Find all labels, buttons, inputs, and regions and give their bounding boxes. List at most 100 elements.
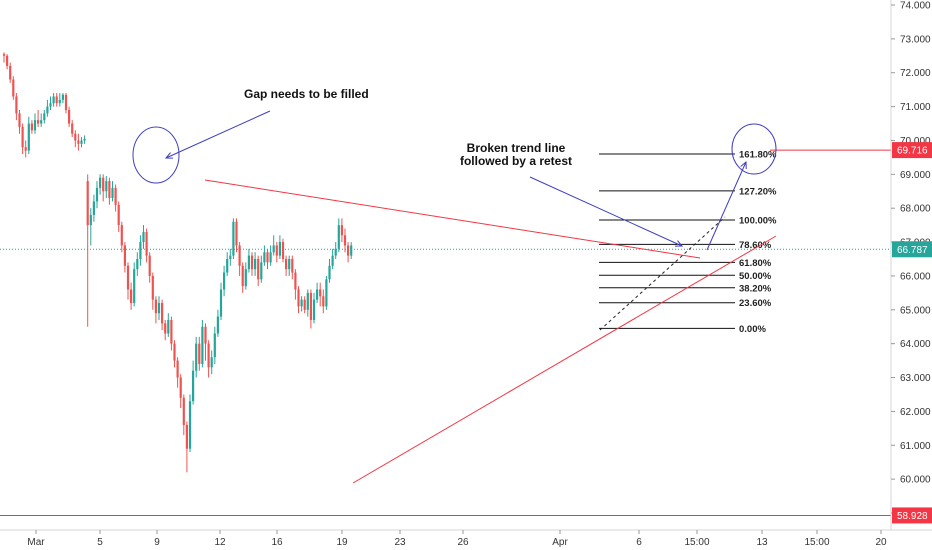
- candle-body: [170, 319, 173, 344]
- candle-body: [343, 235, 347, 246]
- candle-body: [210, 357, 213, 368]
- candle-body: [340, 225, 343, 236]
- gap-arrow-head: [164, 152, 174, 159]
- candle-body: [173, 343, 176, 361]
- candle-body: [182, 397, 185, 425]
- y-tick-label: 60.000: [900, 475, 931, 486]
- candle-body: [157, 303, 161, 314]
- candle-body: [111, 187, 114, 199]
- candle-body: [61, 94, 64, 100]
- candle-body: [316, 289, 319, 300]
- candle-body: [322, 296, 325, 307]
- candle-body: [24, 147, 27, 151]
- candle-body: [325, 279, 328, 307]
- candle-body: [130, 289, 133, 304]
- y-tick-label: 69.000: [900, 170, 931, 181]
- time-axis: Mar 5 9 12 16 19 23 26 Apr 6 15:00 13 15:00 20: [27, 530, 887, 548]
- fib-level-label: 23.60%: [739, 298, 772, 309]
- candles: [2, 52, 353, 473]
- candle-body: [74, 133, 77, 141]
- candle-body: [350, 245, 353, 256]
- candle-body: [27, 123, 30, 151]
- y-tick-label: 65.000: [900, 305, 931, 316]
- y-tick-label: 66.000: [900, 271, 931, 282]
- candle-body: [77, 140, 80, 144]
- candle-body: [83, 138, 86, 141]
- candle-body: [188, 401, 192, 449]
- candle-body: [241, 265, 244, 287]
- candle-body: [229, 255, 232, 259]
- candle-body: [263, 252, 266, 263]
- candle-body: [266, 252, 269, 263]
- fib-level-label: 161.80%: [739, 150, 777, 161]
- candle-body: [18, 113, 21, 127]
- candle-body: [291, 259, 294, 273]
- candle-body: [30, 123, 33, 131]
- candle-body: [244, 269, 247, 287]
- retest-arrow-head: [674, 240, 684, 247]
- candle-body: [120, 225, 123, 246]
- current-price-tag: [892, 241, 932, 258]
- fib-level-label: 78.60%: [739, 240, 772, 251]
- candle-body: [185, 424, 188, 449]
- candle-body: [12, 79, 15, 97]
- x-tick-label: 5: [97, 537, 103, 548]
- candle-body: [58, 99, 61, 104]
- candle-body: [303, 299, 306, 310]
- candle-body: [195, 343, 198, 371]
- price-tags: 69.716 66.787 58.928: [892, 142, 932, 524]
- candle-body: [126, 265, 130, 290]
- candle-body: [260, 262, 263, 280]
- x-tick-label: 12: [214, 537, 226, 548]
- candle-body: [235, 221, 238, 246]
- descending-trend-line: [204, 179, 701, 259]
- candle-body: [219, 289, 223, 317]
- x-tick-label: 6: [636, 537, 642, 548]
- candle-body: [192, 370, 195, 402]
- candle-body: [40, 120, 43, 124]
- candle-body: [133, 269, 136, 304]
- candle-body: [331, 255, 334, 266]
- x-tick-label: Mar: [27, 537, 45, 548]
- projection-dashed-line: [599, 216, 726, 331]
- candle-body: [278, 242, 281, 256]
- x-tick-label: Apr: [552, 537, 568, 548]
- fib-level-label: 61.80%: [739, 258, 772, 269]
- x-tick-label: 15:00: [684, 537, 709, 548]
- x-tick-label: 26: [457, 537, 469, 548]
- candle-body: [254, 259, 257, 270]
- current-price-tag-label: 66.787: [897, 245, 928, 256]
- candle-body: [33, 120, 37, 131]
- x-tick-label: 9: [154, 537, 160, 548]
- candle-body: [154, 299, 157, 314]
- candle-body: [102, 177, 105, 192]
- broken-trend-annotation-line2: followed by a retest: [460, 154, 572, 168]
- candle-body: [294, 272, 297, 290]
- y-tick-label: 64.000: [900, 339, 931, 350]
- candle-body: [337, 225, 340, 249]
- y-tick-label: 71.000: [900, 102, 931, 113]
- candle-body: [312, 299, 316, 320]
- candle-body: [21, 126, 24, 148]
- y-tick-label: 61.000: [900, 441, 931, 452]
- y-tick-label: 63.000: [900, 373, 931, 384]
- gap-annotation: Gap needs to be filled: [244, 87, 369, 101]
- gap-circle: [132, 126, 180, 184]
- candle-body: [164, 323, 167, 334]
- candle-body: [300, 299, 303, 307]
- candle-body: [288, 259, 291, 270]
- fib-level-label: 127.20%: [739, 186, 777, 197]
- y-tick-label: 62.000: [900, 407, 931, 418]
- candle-body: [328, 265, 331, 280]
- candle-body: [148, 255, 151, 276]
- candle-body: [151, 275, 154, 300]
- gap-arrow: [165, 110, 271, 159]
- candle-body: [43, 113, 46, 121]
- candle-body: [89, 214, 92, 226]
- broken-trend-annotation-line1: Broken trend line: [467, 141, 566, 155]
- candle-body: [145, 231, 148, 256]
- candle-body: [64, 94, 68, 110]
- candle-body: [306, 292, 309, 310]
- candle-body: [179, 377, 182, 398]
